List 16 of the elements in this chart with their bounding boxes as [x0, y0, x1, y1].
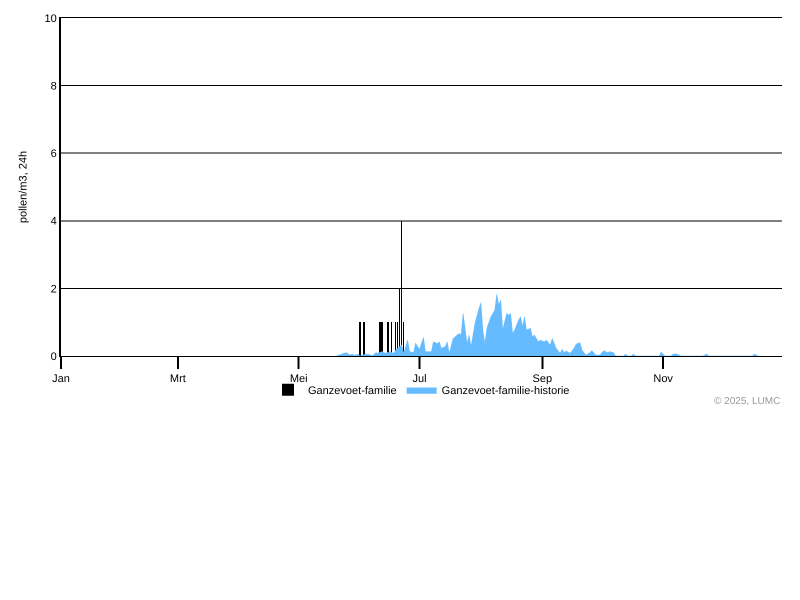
- x-tick-label: Sep: [532, 373, 552, 386]
- text: © 2025, LUMC: [714, 396, 780, 407]
- y-axis-title: pollen/m3, 24h: [18, 150, 30, 224]
- legend-label: Ganzevoet-familie: [308, 385, 397, 398]
- y-tick-label: 10: [44, 12, 57, 25]
- x-tick-label: Jan: [52, 373, 70, 386]
- x-tick-label: Mei: [290, 373, 308, 386]
- legend-label: Ganzevoet-familie-historie: [442, 385, 570, 398]
- x-tick-label: Mrt: [170, 373, 186, 386]
- y-tick-label: 2: [50, 283, 57, 296]
- x-tick-label: Nov: [653, 373, 674, 386]
- y-tick-label: 8: [50, 80, 57, 92]
- y-tick-label: 0: [50, 350, 57, 363]
- y-tick-label: 6: [50, 148, 57, 160]
- y-tick-label: 4: [50, 216, 57, 228]
- x-tick-label: Jul: [412, 373, 427, 386]
